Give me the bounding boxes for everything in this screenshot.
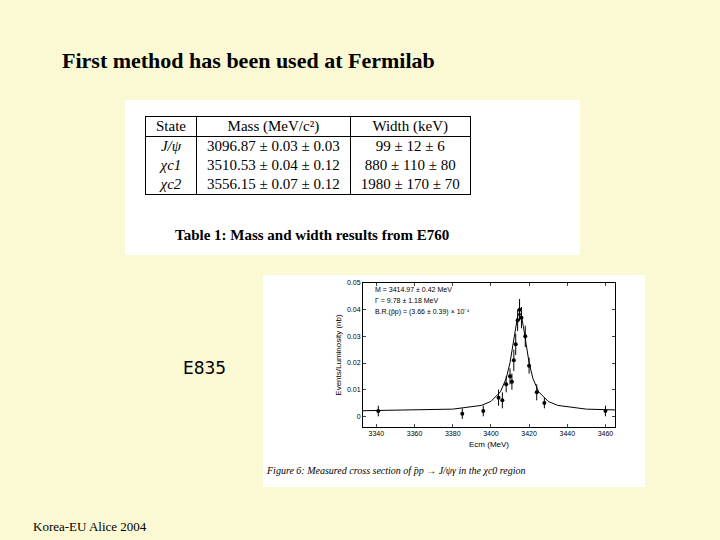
- svg-text:0.05: 0.05: [347, 279, 361, 286]
- svg-text:B.R.(p̄p) = (3.66 ± 0.39) × 10: B.R.(p̄p) = (3.66 ± 0.39) × 10⁻⁴: [375, 308, 469, 316]
- html-text:χc2: χc2: [160, 176, 182, 192]
- svg-text:Γ = 9.78 ± 1.18 MeV: Γ = 9.78 ± 1.18 MeV: [375, 297, 438, 304]
- svg-text:3340: 3340: [369, 430, 385, 437]
- svg-text:0.02: 0.02: [347, 359, 361, 366]
- svg-text:3400: 3400: [483, 430, 499, 437]
- svg-text:3420: 3420: [521, 430, 537, 437]
- html-text:3510.53 ± 0.04 ± 0.12: 3510.53 ± 0.04 ± 0.12: [207, 157, 340, 173]
- svg-text:Ecm (MeV): Ecm (MeV): [469, 440, 509, 449]
- svg-text:0.03: 0.03: [347, 333, 361, 340]
- html-text:Korea-EU Alice 2004: Korea-EU Alice 2004: [33, 519, 147, 534]
- html-text:3556.15 ± 0.07 ± 0.12: 3556.15 ± 0.07 ± 0.12: [207, 176, 340, 192]
- svg-text:3360: 3360: [407, 430, 423, 437]
- html-text:3096.87 ± 0.03 ± 0.03: 3096.87 ± 0.03 ± 0.03: [207, 138, 340, 154]
- svg-text:3460: 3460: [598, 430, 614, 437]
- html-text:Figure 6: Measured cross secti: Figure 6: Measured cross section of p̄p …: [267, 465, 526, 476]
- svg-text:0.04: 0.04: [347, 306, 361, 313]
- html-text:Table 1: Mass and width result: Table 1: Mass and width results from E76…: [175, 227, 450, 243]
- html-text:First method has been used at: First method has been used at Fermilab: [62, 48, 435, 73]
- html-text:E835: E835: [183, 358, 227, 378]
- svg-text:M = 3414.97 ± 0.42 MeV: M = 3414.97 ± 0.42 MeV: [375, 286, 452, 293]
- html-text:1980 ± 170 ± 70: 1980 ± 170 ± 70: [360, 176, 460, 192]
- html-text:State: State: [156, 118, 186, 134]
- svg-text:0.01: 0.01: [347, 386, 361, 393]
- html-text:Mass (MeV/c²): Mass (MeV/c²): [227, 118, 320, 134]
- html-text:χc1: χc1: [160, 157, 182, 173]
- html-text:99 ± 12 ± 6: 99 ± 12 ± 6: [375, 138, 445, 154]
- html-text:Width (keV): Width (keV): [372, 118, 448, 134]
- svg-text:3380: 3380: [445, 430, 461, 437]
- svg-text:3440: 3440: [559, 430, 575, 437]
- svg-text:Events/Luminosity (nb): Events/Luminosity (nb): [334, 314, 343, 396]
- svg-text:0: 0: [357, 413, 361, 420]
- html-text:880 ± 110 ± 80: 880 ± 110 ± 80: [364, 157, 456, 173]
- html-text:J/ψ: J/ψ: [160, 138, 182, 154]
